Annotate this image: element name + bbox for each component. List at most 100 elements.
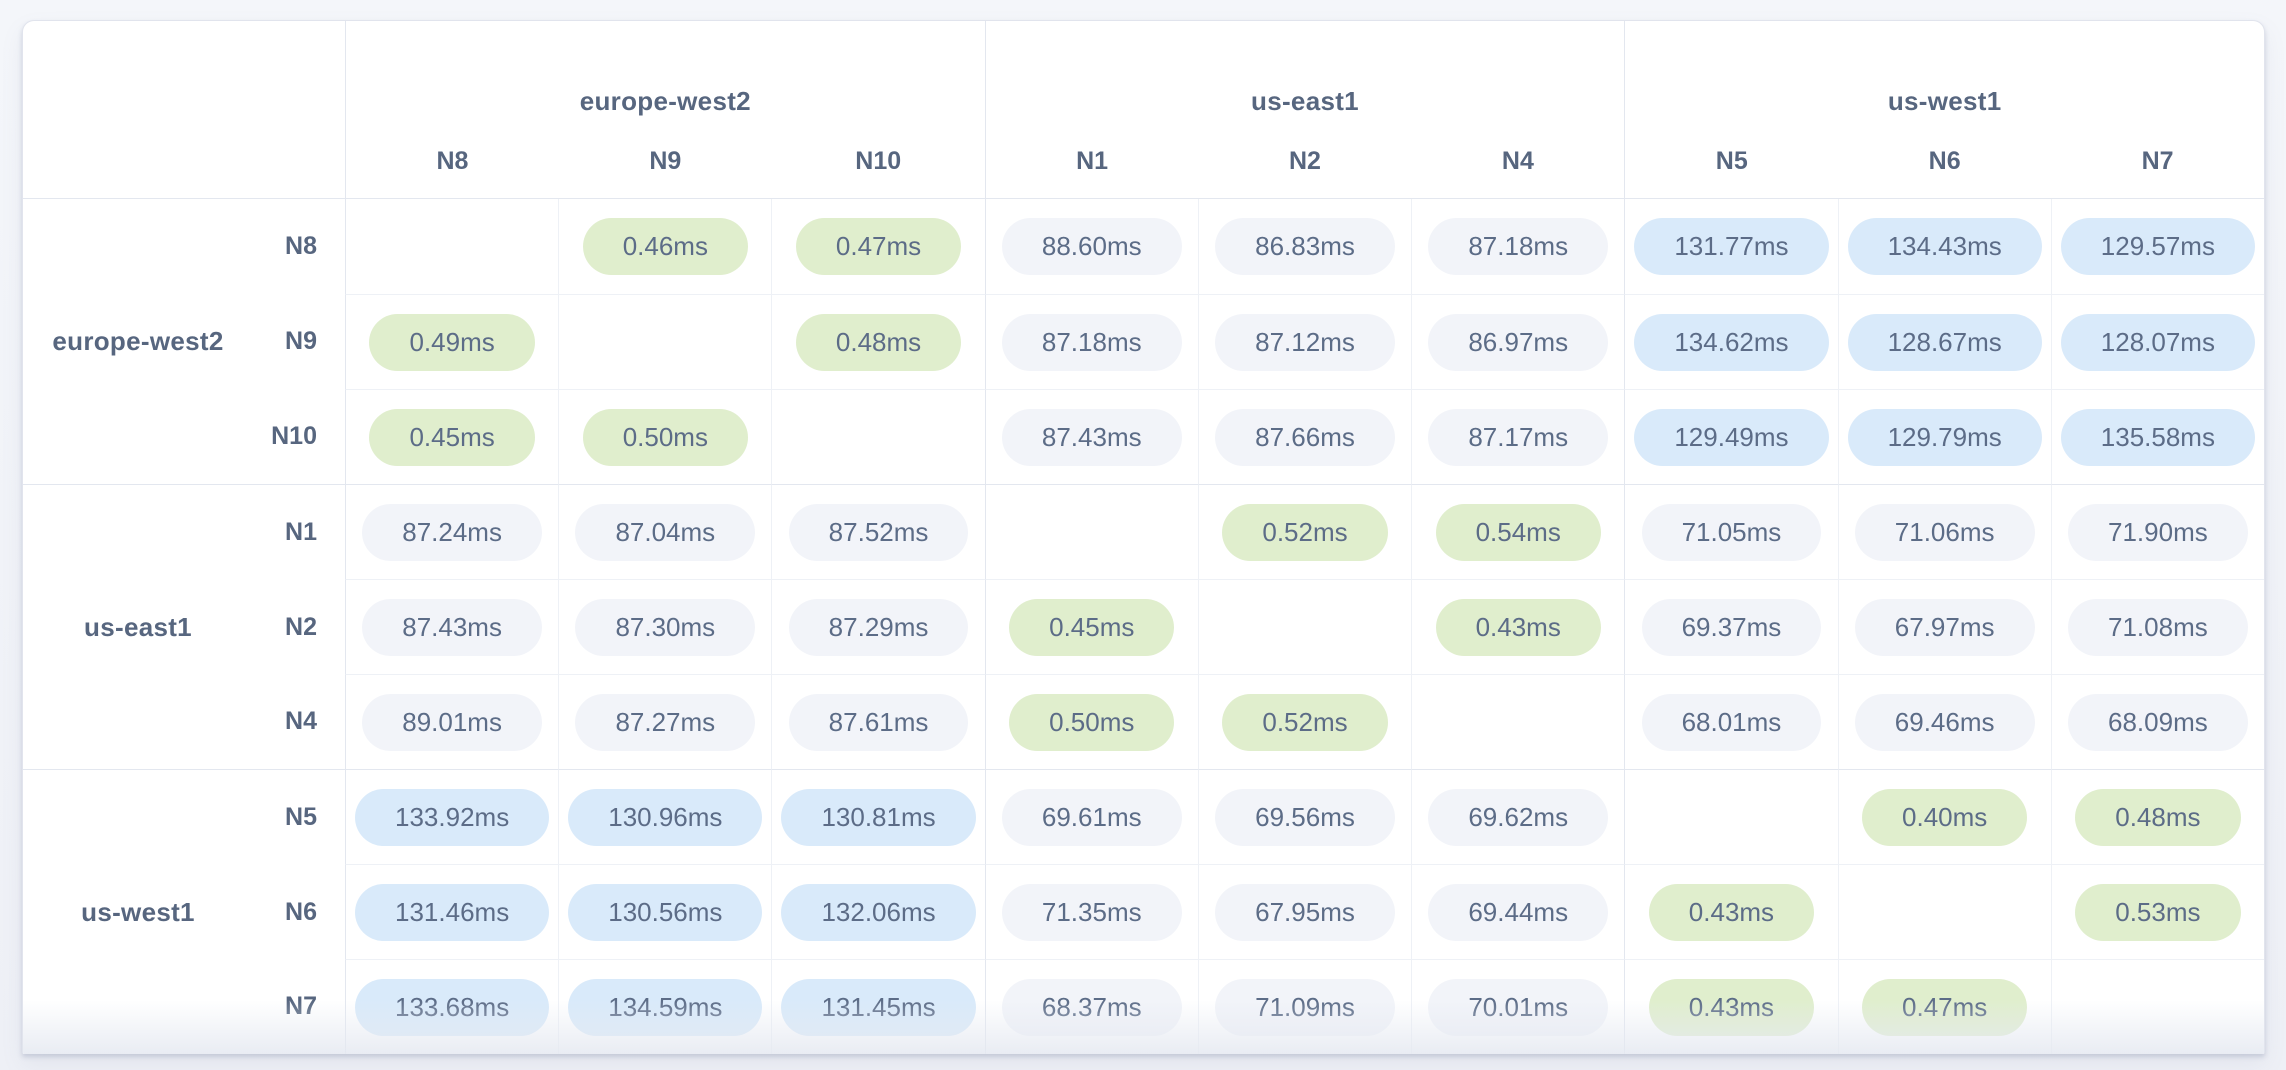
latency-pill[interactable]: 0.52ms — [1222, 503, 1388, 561]
latency-cell-N6-N7: 0.53ms — [2050, 864, 2264, 959]
latency-pill[interactable]: 68.37ms — [1001, 978, 1182, 1036]
latency-pill[interactable]: 87.24ms — [362, 503, 542, 561]
latency-pill[interactable]: 87.04ms — [575, 503, 756, 561]
latency-pill[interactable]: 87.61ms — [788, 693, 969, 751]
latency-pill[interactable]: 71.09ms — [1215, 978, 1395, 1036]
latency-cell-N7-N5: 0.43ms — [1624, 959, 1838, 1054]
latency-pill[interactable]: 87.66ms — [1215, 408, 1395, 466]
latency-pill[interactable]: 131.45ms — [781, 978, 976, 1036]
latency-cell-N8-N8 — [345, 199, 558, 294]
latency-pill[interactable]: 0.46ms — [582, 218, 748, 275]
latency-pill[interactable]: 71.35ms — [1001, 883, 1182, 941]
latency-pill[interactable]: 129.57ms — [2060, 218, 2255, 275]
latency-pill[interactable]: 69.56ms — [1215, 788, 1395, 846]
latency-pill[interactable]: 68.09ms — [2068, 693, 2248, 751]
latency-pill[interactable]: 87.43ms — [362, 598, 542, 656]
latency-pill[interactable]: 0.49ms — [369, 313, 535, 371]
latency-cell-N6-N5: 0.43ms — [1624, 864, 1838, 959]
latency-pill[interactable]: 69.46ms — [1854, 693, 2035, 751]
latency-cell-N8-N6: 134.43ms — [1837, 199, 2051, 294]
latency-pill[interactable]: 87.29ms — [788, 598, 969, 656]
latency-cell-N1-N10: 87.52ms — [771, 484, 985, 579]
latency-cell-N5-N1: 69.61ms — [984, 769, 1198, 864]
latency-cell-N7-N9: 134.59ms — [558, 959, 772, 1054]
latency-pill[interactable]: 0.45ms — [1009, 598, 1175, 656]
latency-pill[interactable]: 89.01ms — [362, 693, 542, 751]
latency-pill[interactable]: 88.60ms — [1001, 218, 1182, 275]
latency-pill[interactable]: 0.48ms — [795, 313, 962, 371]
latency-pill[interactable]: 0.43ms — [1648, 883, 1815, 941]
latency-pill[interactable]: 87.18ms — [1428, 218, 1609, 275]
latency-pill[interactable]: 87.27ms — [575, 693, 756, 751]
latency-cell-N10-N6: 129.79ms — [1837, 389, 2051, 484]
latency-pill[interactable]: 69.37ms — [1641, 598, 1822, 656]
latency-pill[interactable]: 0.43ms — [1648, 978, 1815, 1036]
latency-cell-N7-N7 — [2050, 959, 2264, 1054]
latency-pill[interactable]: 0.48ms — [2075, 788, 2241, 846]
latency-pill[interactable]: 132.06ms — [781, 883, 976, 941]
latency-pill[interactable]: 87.17ms — [1428, 408, 1609, 466]
column-node-header-row: N5 N6 N7 — [1625, 147, 2264, 176]
latency-pill[interactable]: 0.54ms — [1435, 503, 1601, 561]
latency-pill[interactable]: 0.40ms — [1862, 788, 2028, 846]
latency-pill[interactable]: 69.44ms — [1428, 883, 1609, 941]
latency-pill[interactable]: 71.06ms — [1854, 503, 2035, 561]
latency-cell-N9-N4: 86.97ms — [1411, 294, 1625, 389]
latency-pill[interactable]: 71.08ms — [2068, 598, 2248, 656]
column-node-header-N5: N5 — [1715, 147, 1748, 175]
latency-pill[interactable]: 87.12ms — [1215, 313, 1395, 371]
latency-pill[interactable]: 0.47ms — [1862, 978, 2028, 1036]
latency-pill[interactable]: 130.56ms — [568, 883, 763, 941]
latency-pill[interactable]: 129.79ms — [1847, 408, 2042, 466]
latency-pill[interactable]: 87.18ms — [1001, 313, 1182, 371]
latency-pill[interactable]: 134.59ms — [568, 978, 763, 1036]
latency-pill[interactable]: 130.81ms — [781, 788, 976, 846]
latency-pill[interactable]: 0.50ms — [1009, 693, 1175, 751]
latency-pill[interactable]: 69.61ms — [1001, 788, 1182, 846]
latency-cell-N4-N6: 69.46ms — [1837, 674, 2051, 769]
latency-pill[interactable]: 0.45ms — [369, 408, 535, 466]
column-region-group-us-east1: us-east1 N1 N2 N4 — [984, 21, 1625, 199]
latency-pill[interactable]: 134.43ms — [1847, 218, 2042, 275]
latency-pill[interactable]: 129.49ms — [1634, 408, 1829, 466]
latency-pill[interactable]: 135.58ms — [2060, 408, 2255, 466]
latency-pill[interactable]: 131.46ms — [355, 883, 550, 941]
latency-pill[interactable]: 86.83ms — [1215, 218, 1395, 275]
latency-cell-N8-N7: 129.57ms — [2050, 199, 2264, 294]
row-node-label-N2: N2 — [285, 612, 317, 641]
latency-pill[interactable]: 71.05ms — [1641, 503, 1822, 561]
latency-cell-N10-N8: 0.45ms — [345, 389, 559, 484]
latency-pill[interactable]: 87.43ms — [1001, 408, 1182, 466]
latency-cell-N1-N1 — [984, 484, 1198, 579]
latency-pill[interactable]: 87.52ms — [788, 503, 969, 561]
latency-pill[interactable]: 0.52ms — [1222, 693, 1388, 751]
latency-pill[interactable]: 87.30ms — [575, 598, 756, 656]
row-node-label-N9: N9 — [285, 327, 317, 355]
latency-cell-N9-N6: 128.67ms — [1837, 294, 2051, 389]
latency-pill[interactable]: 67.95ms — [1215, 883, 1395, 941]
latency-pill[interactable]: 0.47ms — [795, 218, 962, 275]
latency-cell-N5-N4: 69.62ms — [1411, 769, 1625, 864]
latency-pill[interactable]: 134.62ms — [1634, 313, 1829, 371]
latency-pill[interactable]: 70.01ms — [1428, 978, 1609, 1036]
latency-pill[interactable]: 71.90ms — [2068, 503, 2248, 561]
latency-pill[interactable]: 0.53ms — [2075, 883, 2241, 941]
latency-cell-N7-N1: 68.37ms — [984, 959, 1198, 1054]
latency-cell-N5-N9: 130.96ms — [558, 769, 772, 864]
latency-pill[interactable]: 130.96ms — [568, 788, 763, 846]
latency-pill[interactable]: 131.77ms — [1634, 218, 1829, 275]
latency-pill[interactable]: 128.67ms — [1847, 313, 2042, 371]
latency-pill[interactable]: 0.43ms — [1435, 598, 1601, 656]
column-region-group-europe-west2: europe-west2 N8 N9 N10 — [345, 21, 985, 199]
latency-pill[interactable]: 69.62ms — [1428, 788, 1609, 846]
latency-pill[interactable]: 68.01ms — [1641, 693, 1822, 751]
latency-pill[interactable]: 0.50ms — [582, 408, 748, 466]
latency-cell-N6-N2: 67.95ms — [1197, 864, 1412, 959]
latency-cell-N5-N5 — [1624, 769, 1838, 864]
latency-pill[interactable]: 86.97ms — [1428, 313, 1609, 371]
latency-pill[interactable]: 67.97ms — [1854, 598, 2035, 656]
latency-pill[interactable]: 133.68ms — [355, 978, 550, 1036]
latency-pill[interactable]: 133.92ms — [355, 788, 550, 846]
latency-pill[interactable]: 128.07ms — [2060, 313, 2255, 371]
latency-cell-N2-N5: 69.37ms — [1624, 579, 1838, 674]
